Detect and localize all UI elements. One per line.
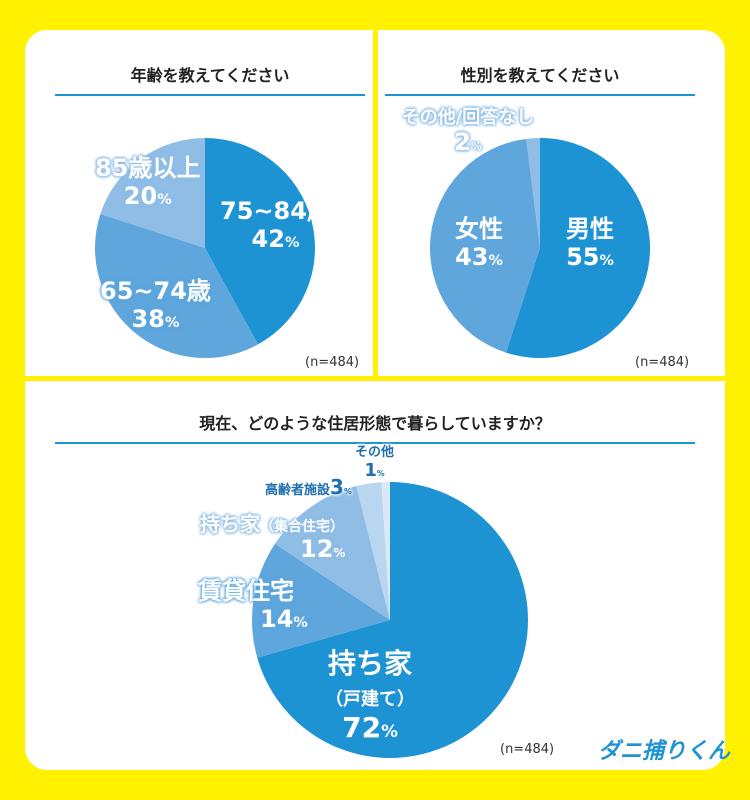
chart-title-age: 年齢を教えてください xyxy=(130,66,290,85)
slice-label: 85歳以上 20% xyxy=(95,154,201,210)
slice-label: その他 1% xyxy=(355,445,395,481)
slice-label: 65~74歳 38% xyxy=(100,277,211,333)
pie-slice xyxy=(381,482,390,620)
pie-slice xyxy=(506,138,651,358)
sample-size: (n=484) xyxy=(500,742,555,757)
pie-slice xyxy=(274,486,390,620)
slice-label: 賃貸住宅 14% xyxy=(198,577,308,633)
slice-label: 持ち家 （戸建て） 72% xyxy=(325,647,415,745)
pie-slice xyxy=(95,214,258,358)
slice-label: 75~84歳 42% xyxy=(220,197,331,253)
pie-slice xyxy=(356,482,390,620)
pie-slice xyxy=(205,138,315,345)
slice-label: 女性 43% xyxy=(455,215,503,271)
slice-label: 持ち家（集合住宅） 12% xyxy=(200,512,346,563)
chart-title-housing: 現在、どのような住居形態で暮らしていますか？ xyxy=(199,414,551,433)
brand-logo: ダニ捕りくん xyxy=(598,739,731,764)
slice-label: 高齢者施設3% xyxy=(265,475,352,499)
pie-slice xyxy=(257,482,529,759)
title-underline xyxy=(385,94,695,96)
sample-size: (n=484) xyxy=(305,355,360,370)
divider xyxy=(25,376,725,381)
title-underline xyxy=(55,442,695,444)
title-underline xyxy=(55,94,365,96)
pie-slice xyxy=(526,138,540,248)
sample-size: (n=484) xyxy=(635,355,690,370)
slice-label: 男性 55% xyxy=(566,215,614,271)
pie-slice xyxy=(100,138,205,248)
divider xyxy=(373,30,378,380)
pie-slice xyxy=(252,543,390,658)
chart-title-gender: 性別を教えてください xyxy=(460,66,620,85)
slice-label: その他/回答なし 2% xyxy=(401,107,535,156)
pie-slice xyxy=(430,138,540,353)
